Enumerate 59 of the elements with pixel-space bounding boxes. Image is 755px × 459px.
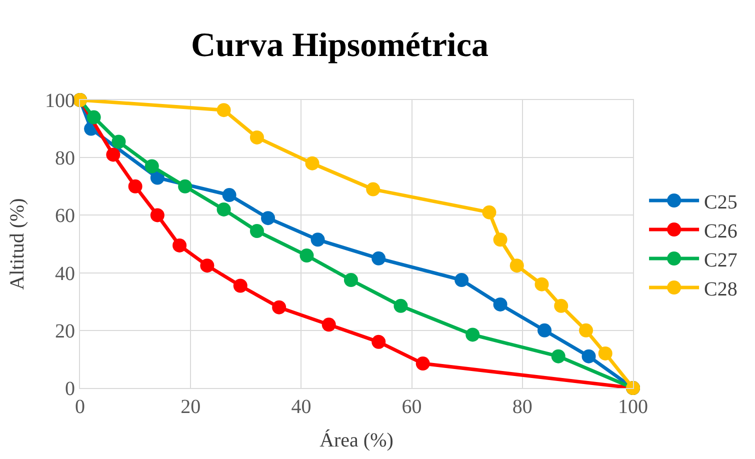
point — [493, 232, 508, 247]
point — [344, 273, 358, 287]
point — [300, 248, 314, 263]
point — [510, 258, 524, 273]
point — [493, 297, 508, 312]
point — [322, 318, 336, 332]
point — [106, 148, 120, 162]
point — [233, 278, 248, 293]
point — [150, 208, 164, 222]
y-tick-label: 100 — [45, 90, 75, 112]
point — [144, 159, 159, 174]
point — [466, 328, 480, 342]
y-tick-label: 0 — [65, 378, 75, 400]
legend-label: C25 — [704, 191, 738, 214]
point — [150, 170, 164, 185]
point — [482, 205, 496, 220]
y-axis-title: Altitud (%) — [6, 198, 28, 290]
point — [200, 258, 214, 273]
point — [372, 334, 386, 349]
point — [250, 224, 264, 238]
point — [366, 182, 380, 196]
point — [112, 134, 126, 149]
point — [128, 179, 142, 194]
point — [598, 346, 612, 360]
chart-title: Curva Hipsométrica — [191, 26, 488, 64]
x-tick-label: 100 — [618, 396, 648, 418]
point — [305, 156, 320, 170]
point — [394, 298, 408, 313]
point — [222, 188, 236, 202]
y-tick-label: 80 — [55, 148, 75, 170]
point — [86, 110, 101, 124]
x-tick-label: 80 — [512, 396, 532, 418]
point — [534, 277, 549, 292]
y-tick-label: 60 — [55, 205, 75, 228]
x-tick-label: 60 — [402, 396, 422, 418]
point — [310, 232, 325, 247]
legend-label: C27 — [704, 249, 738, 272]
point — [216, 103, 231, 118]
x-axis-title: Área (%) — [320, 428, 394, 452]
point — [538, 323, 552, 338]
point — [372, 251, 386, 266]
point — [216, 202, 231, 216]
x-tick-label: 40 — [291, 396, 312, 418]
point — [250, 130, 264, 144]
y-tick-label: 40 — [55, 262, 75, 285]
point — [172, 238, 187, 252]
point — [551, 349, 566, 364]
point — [579, 323, 593, 338]
y-tick-label: 20 — [55, 320, 75, 342]
x-tick-label: 20 — [180, 396, 201, 418]
point — [272, 300, 286, 314]
point — [582, 349, 596, 364]
point — [178, 179, 192, 194]
point — [416, 356, 430, 371]
point — [261, 211, 276, 226]
point — [454, 273, 469, 287]
legend-label: C26 — [704, 220, 738, 242]
point — [554, 298, 568, 313]
legend-label: C28 — [704, 278, 738, 300]
